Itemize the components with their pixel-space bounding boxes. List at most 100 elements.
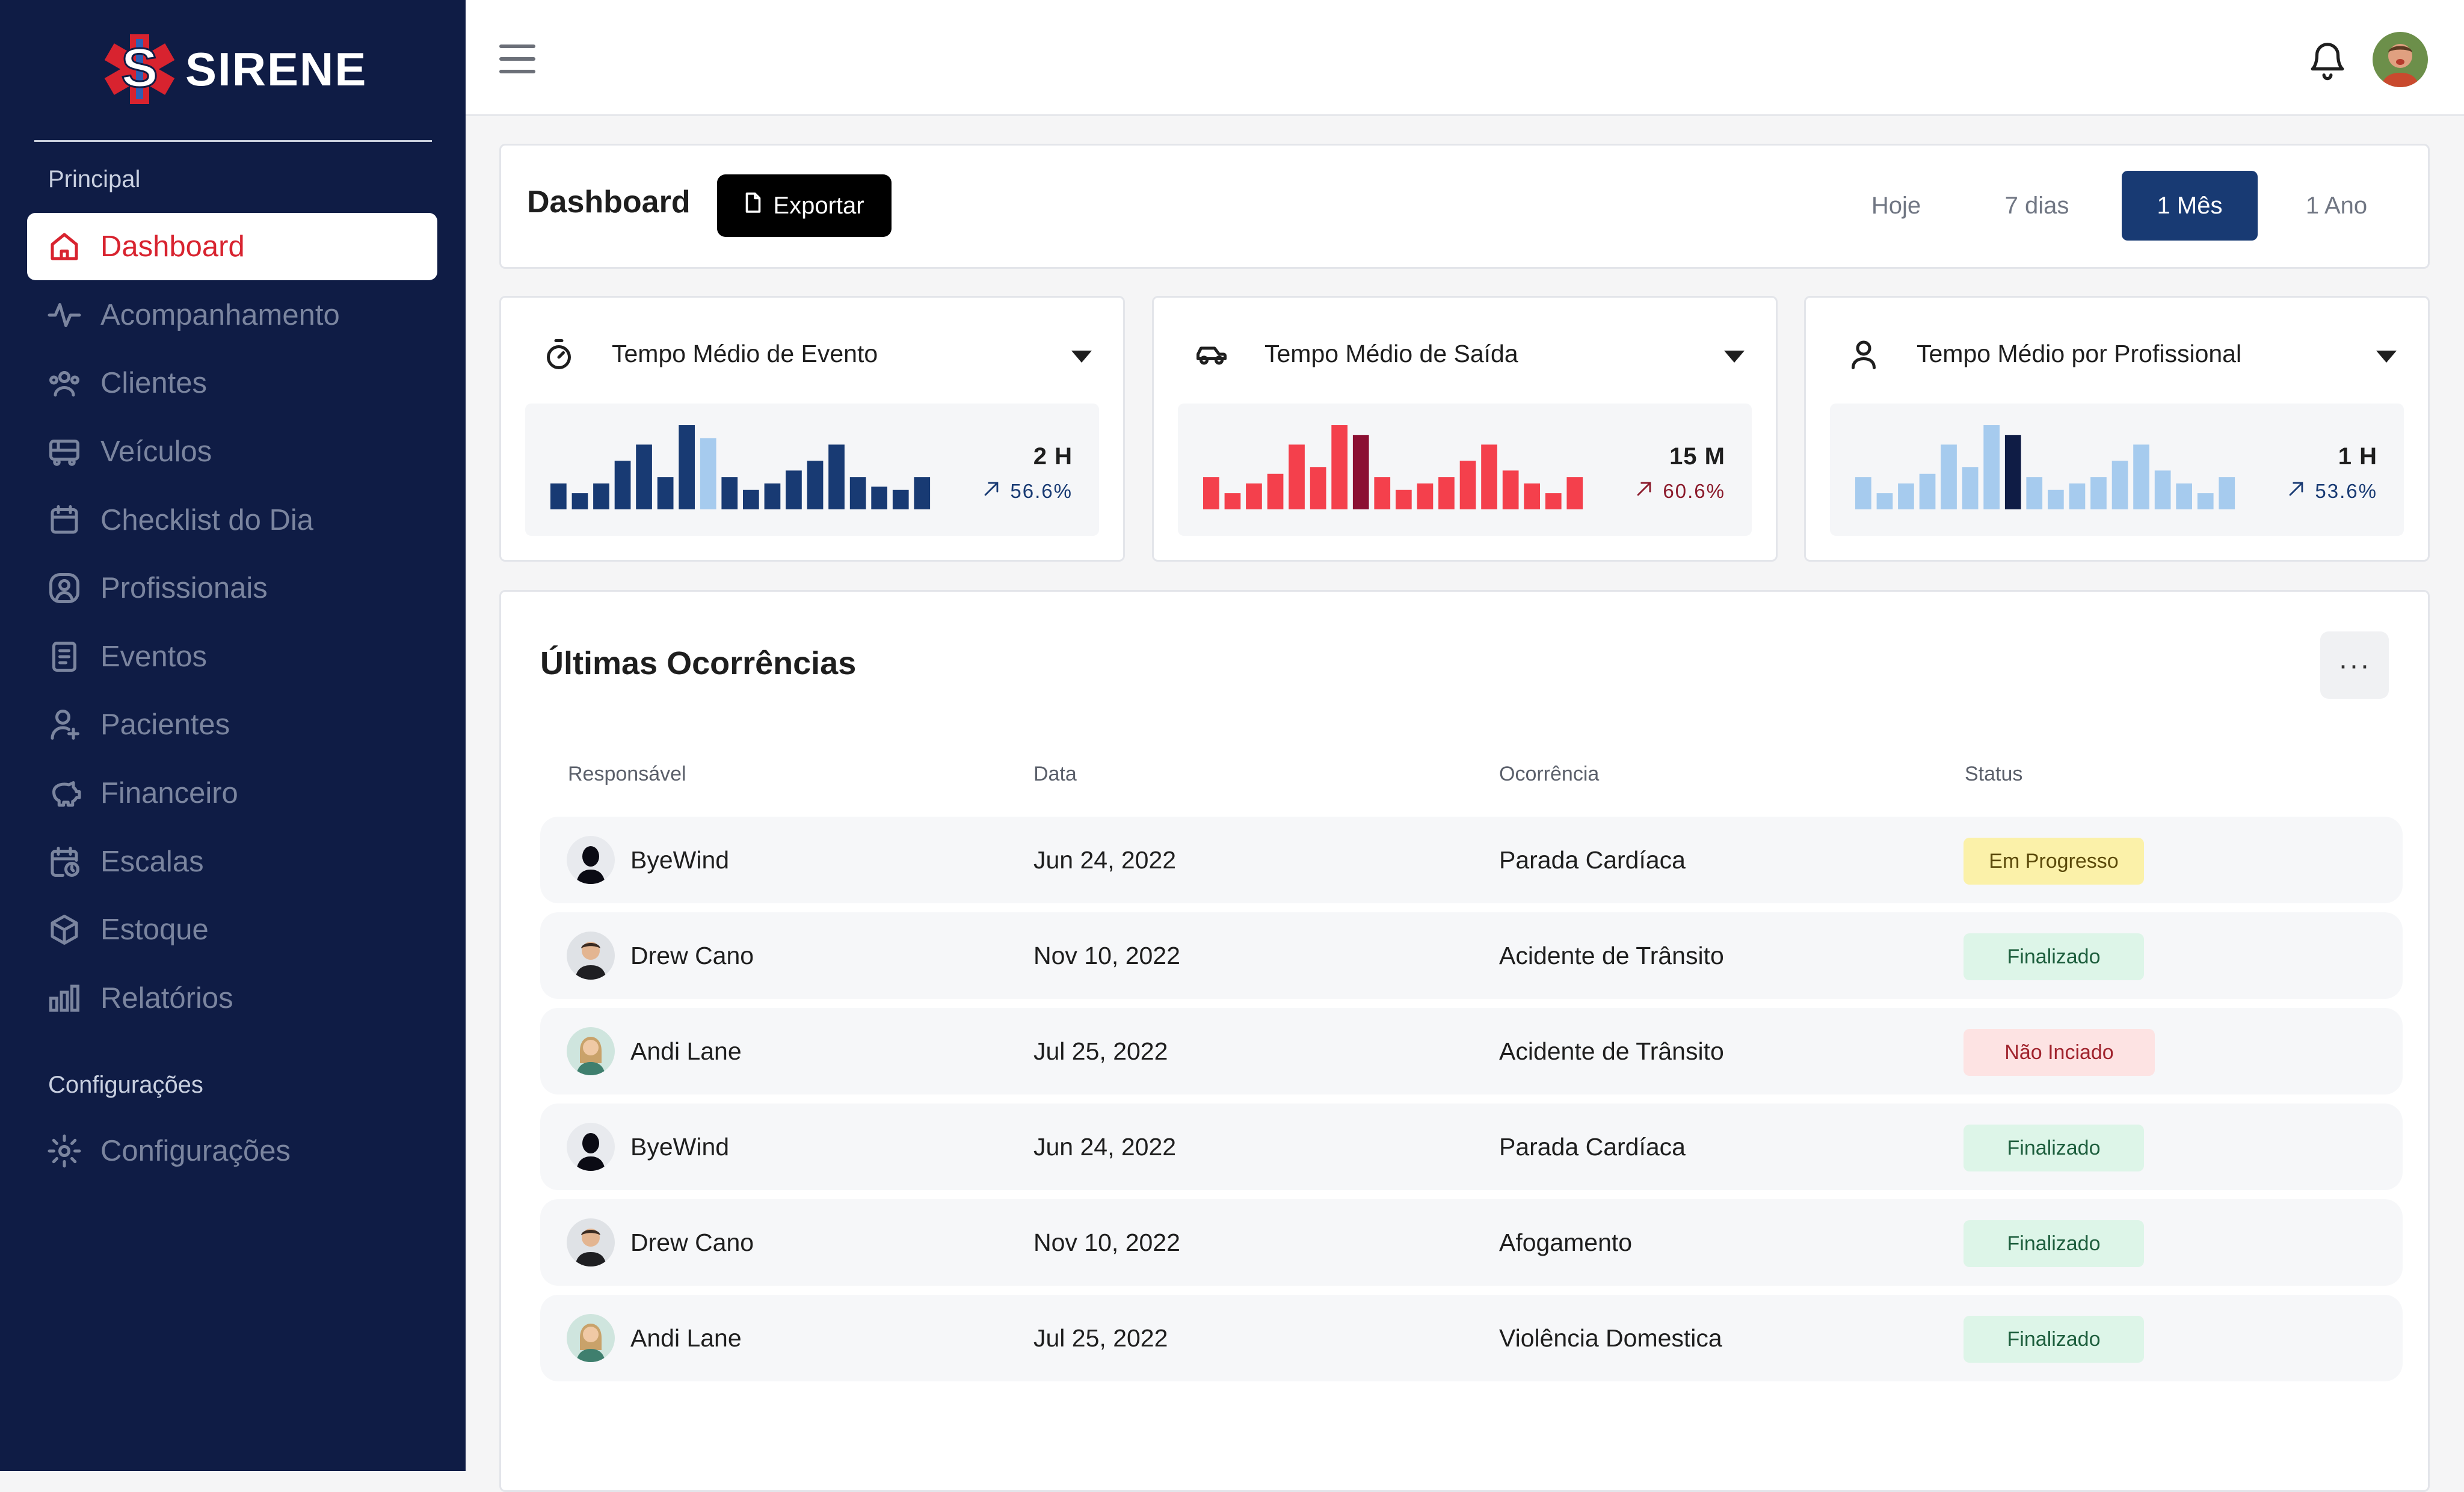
column-header-ocorrencia[interactable]: Ocorrência xyxy=(1499,763,1600,785)
range-hoje[interactable]: Hoje xyxy=(1871,192,1921,219)
avatar xyxy=(567,836,615,884)
cell-responsavel: Drew Cano xyxy=(630,941,754,969)
topbar xyxy=(466,0,2464,116)
chart-bar xyxy=(871,487,887,509)
chart-bar xyxy=(1502,470,1519,509)
mini-bar-chart xyxy=(1855,425,2235,509)
table-row[interactable]: Andi Lane Jul 25, 2022 Violência Domesti… xyxy=(540,1295,2403,1381)
page-title: Dashboard xyxy=(527,185,691,220)
chart-bar xyxy=(1481,444,1497,509)
table-title: Últimas Ocorrências xyxy=(540,645,857,681)
range-7-dias[interactable]: 7 dias xyxy=(2004,192,2069,219)
card-title: Tempo Médio de Saída xyxy=(1264,340,1518,367)
sidebar-item-label: Dashboard xyxy=(100,230,245,263)
range-1-ano[interactable]: 1 Ano xyxy=(2305,192,2368,219)
cell-responsavel: Andi Lane xyxy=(630,1037,742,1065)
cell-data: Jul 25, 2022 xyxy=(1033,1324,1168,1352)
sidebar-item-configuracoes[interactable]: Configurações xyxy=(27,1117,437,1185)
stat-value: 15 M xyxy=(1669,443,1725,470)
stat-change: 60.6% xyxy=(1634,479,1725,504)
chart-bar xyxy=(2219,477,2235,509)
sidebar-item-label: Escalas xyxy=(100,846,204,878)
table-row[interactable]: ByeWind Jun 24, 2022 Parada Cardíaca Fin… xyxy=(540,1104,2403,1190)
chart-bar xyxy=(2026,477,2043,509)
piggy-bank-icon xyxy=(46,775,82,811)
sidebar-divider xyxy=(34,140,432,142)
stat-value: 2 H xyxy=(1033,443,1073,470)
more-options-button[interactable]: ··· xyxy=(2320,631,2389,699)
column-header-data[interactable]: Data xyxy=(1033,763,1077,785)
hamburger-icon[interactable] xyxy=(499,43,535,75)
caret-down-icon[interactable] xyxy=(1071,351,1092,363)
caret-down-icon[interactable] xyxy=(2376,351,2397,363)
chart-bar xyxy=(1941,444,1957,509)
sidebar-item-escalas[interactable]: Escalas xyxy=(27,828,437,895)
stat-change: 56.6% xyxy=(981,479,1073,504)
range-1-mes[interactable]: 1 Mês xyxy=(2122,171,2258,241)
sidebar-item-pacientes[interactable]: Pacientes xyxy=(27,691,437,758)
sidebar-item-label: Acompanhamento xyxy=(100,299,340,331)
chart-bar xyxy=(892,490,909,509)
sidebar-item-relatorios[interactable]: Relatórios xyxy=(27,965,437,1032)
sidebar-item-veiculos[interactable]: Veículos xyxy=(27,418,437,485)
chart-bar xyxy=(1417,483,1434,509)
stat-summary: 2 H 56.6% xyxy=(981,443,1073,504)
column-header-responsavel[interactable]: Responsável xyxy=(568,763,686,785)
chart-bar xyxy=(1459,461,1476,509)
chart-bar xyxy=(1310,467,1326,509)
chart-bar xyxy=(571,493,588,509)
nav-section-principal: Principal xyxy=(48,166,141,192)
table-row[interactable]: Drew Cano Nov 10, 2022 Acidente de Trâns… xyxy=(540,912,2403,999)
sidebar-item-label: Profissionais xyxy=(100,572,268,604)
export-button[interactable]: Exportar xyxy=(717,174,892,237)
table-row[interactable]: Andi Lane Jul 25, 2022 Acidente de Trâns… xyxy=(540,1008,2403,1094)
avatar xyxy=(567,1123,615,1171)
trend-up-icon xyxy=(2286,479,2306,504)
chart-bar xyxy=(721,477,738,509)
table-row[interactable]: ByeWind Jun 24, 2022 Parada Cardíaca Em … xyxy=(540,817,2403,903)
svg-text:S: S xyxy=(121,37,158,99)
status-badge: Em Progresso xyxy=(1964,838,2144,885)
patient-icon xyxy=(46,707,82,743)
chart-bar xyxy=(1876,493,1893,509)
sidebar-item-acompanhamento[interactable]: Acompanhamento xyxy=(27,281,437,349)
user-avatar[interactable] xyxy=(2373,32,2428,87)
stopwatch-icon xyxy=(541,336,577,372)
stat-card-profissional: Tempo Médio por Profissional 1 H 53.6% xyxy=(1804,296,2430,562)
status-badge: Finalizado xyxy=(1964,1316,2144,1363)
cell-responsavel: ByeWind xyxy=(630,846,730,874)
sidebar-item-checklist[interactable]: Checklist do Dia xyxy=(27,487,437,554)
status-badge: Não Inciado xyxy=(1964,1029,2155,1076)
sidebar-item-label: Eventos xyxy=(100,640,208,673)
stat-change-value: 53.6% xyxy=(2315,480,2377,502)
chart-bar xyxy=(2004,435,2021,509)
chart-bar xyxy=(2176,483,2192,509)
chart-bar xyxy=(1566,477,1583,509)
bell-icon[interactable] xyxy=(2306,37,2348,83)
sidebar-item-estoque[interactable]: Estoque xyxy=(27,896,437,963)
column-header-status[interactable]: Status xyxy=(1965,763,2023,785)
sidebar-item-eventos[interactable]: Eventos xyxy=(27,623,437,690)
chart-bar xyxy=(679,425,695,509)
car-icon xyxy=(1194,336,1230,372)
brand-logo[interactable]: S SIRENE xyxy=(103,30,367,108)
chart-bar xyxy=(1246,483,1262,509)
users-icon xyxy=(46,365,82,401)
export-file-icon xyxy=(744,192,762,220)
cell-data: Jun 24, 2022 xyxy=(1033,846,1177,874)
sidebar-item-financeiro[interactable]: Financeiro xyxy=(27,760,437,827)
stat-change-value: 60.6% xyxy=(1663,480,1725,502)
sidebar-item-clientes[interactable]: Clientes xyxy=(27,349,437,417)
chart-bar xyxy=(2197,493,2214,509)
chart-bar xyxy=(743,490,759,509)
chart-bar xyxy=(636,444,652,509)
chart-bar xyxy=(1438,477,1455,509)
sidebar-item-profissionais[interactable]: Profissionais xyxy=(27,554,437,622)
chart-bar xyxy=(1898,483,1914,509)
trend-up-icon xyxy=(981,479,1002,504)
table-row[interactable]: Drew Cano Nov 10, 2022 Afogamento Finali… xyxy=(540,1199,2403,1286)
caret-down-icon[interactable] xyxy=(1724,351,1745,363)
cell-data: Jul 25, 2022 xyxy=(1033,1037,1168,1065)
chart-bar xyxy=(2133,444,2149,509)
sidebar-item-dashboard[interactable]: Dashboard xyxy=(27,213,437,280)
